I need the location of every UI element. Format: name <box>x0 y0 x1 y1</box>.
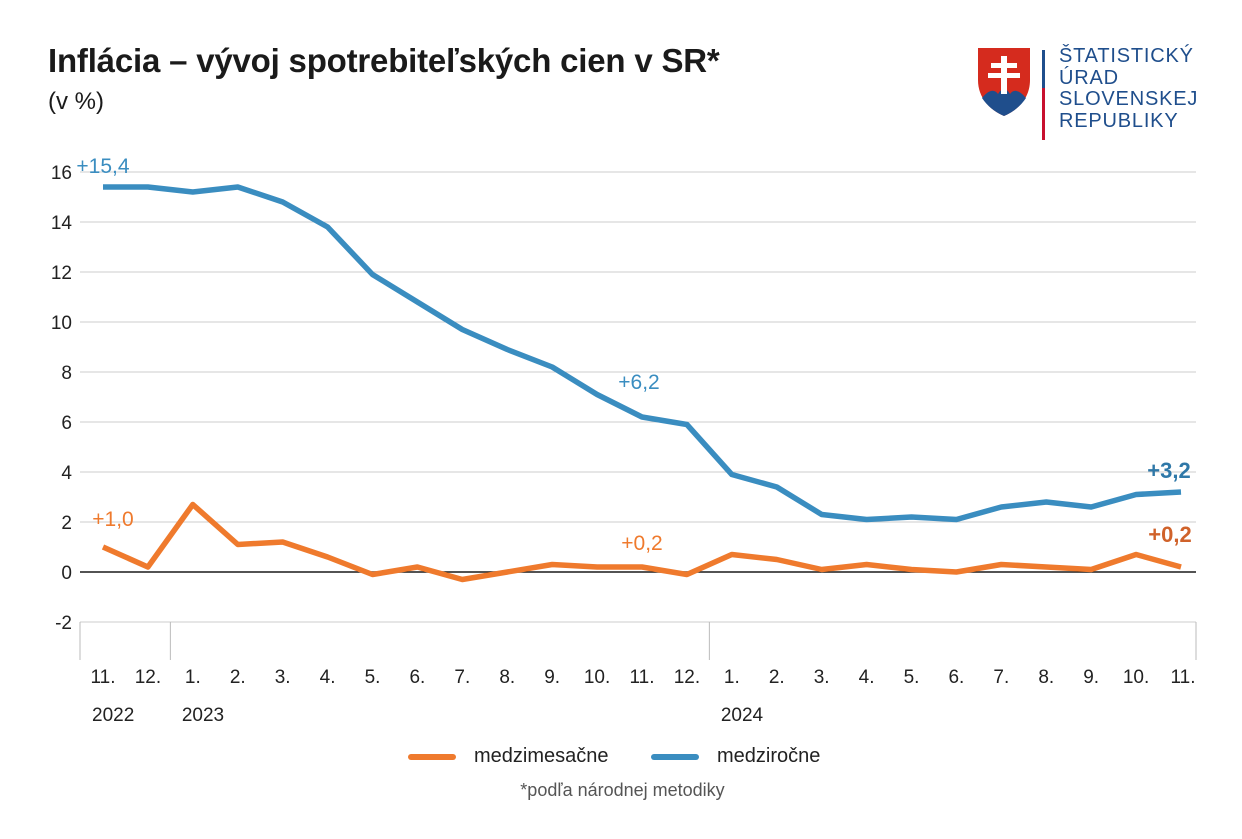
x-tick-label: 3. <box>814 667 830 688</box>
y-tick-label: 10 <box>51 313 72 334</box>
logo-text: ŠTATISTICKÝ ÚRAD SLOVENSKEJ REPUBLIKY <box>1059 45 1199 132</box>
x-tick-label: 5. <box>365 667 381 688</box>
x-year-label: 2023 <box>182 705 224 726</box>
x-tick-label: 3. <box>275 667 291 688</box>
x-tick-label: 11. <box>1170 667 1195 688</box>
x-tick-label: 2. <box>230 667 246 688</box>
statistical-office-logo: ŠTATISTICKÝ ÚRAD SLOVENSKEJ REPUBLIKY <box>974 45 1204 146</box>
y-tick-label: 8 <box>61 363 72 384</box>
x-tick-label: 4. <box>320 667 336 688</box>
x-tick-label: 9. <box>544 667 560 688</box>
x-tick-label: 6. <box>409 667 425 688</box>
logo-line: REPUBLIKY <box>1059 109 1179 132</box>
x-tick-label: 10. <box>1123 667 1149 688</box>
x-tick-label: 8. <box>499 667 515 688</box>
x-tick-label: 6. <box>948 667 964 688</box>
legend-swatch-mom <box>408 753 456 760</box>
x-tick-label: 8. <box>1038 667 1054 688</box>
chart-legend: medzimesačne medziročne <box>0 745 1242 775</box>
logo-line: SLOVENSKEJ <box>1059 88 1199 110</box>
x-tick-label: 7. <box>993 667 1009 688</box>
x-tick-label: 12. <box>135 667 161 688</box>
x-tick-label: 10. <box>584 667 610 688</box>
slovak-coat-of-arms-icon <box>978 48 1030 116</box>
series-line-yoy <box>103 184 1182 523</box>
logo-line: ÚRAD <box>1059 66 1119 89</box>
data-label-mom: +0,2 <box>621 532 662 555</box>
x-tick-label: 2. <box>769 667 785 688</box>
y-tick-label: 2 <box>61 513 72 534</box>
y-tick-label: 16 <box>51 163 72 184</box>
x-year-label: 2024 <box>721 705 764 726</box>
data-label-yoy: +15,4 <box>76 155 129 178</box>
legend-item-yoy: medziročne <box>651 745 820 768</box>
x-year-label: 2022 <box>92 705 134 726</box>
x-tick-label: 1. <box>724 667 740 688</box>
legend-swatch-yoy <box>651 753 699 760</box>
x-tick-label: 9. <box>1083 667 1099 688</box>
footnote: *podľa národnej metodiky <box>520 780 725 800</box>
x-tick-label: 11. <box>90 667 115 688</box>
data-label-yoy: +3,2 <box>1147 458 1190 483</box>
chart-unit: (v %) <box>48 88 104 115</box>
y-tick-label: 14 <box>51 213 73 234</box>
data-label-mom: +1,0 <box>92 508 133 531</box>
legend-label-mom: medzimesačne <box>474 745 609 767</box>
data-label-yoy: +6,2 <box>618 371 659 394</box>
y-tick-label: 0 <box>61 563 72 584</box>
x-tick-label: 4. <box>859 667 875 688</box>
x-tick-label: 12. <box>674 667 700 688</box>
legend-label-yoy: medziročne <box>717 745 821 767</box>
legend-item-mom: medzimesačne <box>408 745 609 768</box>
data-label-mom: +0,2 <box>1148 522 1191 547</box>
y-tick-label: 6 <box>61 413 72 434</box>
x-tick-label: 7. <box>454 667 470 688</box>
logo-divider <box>1042 50 1045 140</box>
series-line-mom <box>101 501 1182 583</box>
y-tick-label: 4 <box>61 463 72 484</box>
x-tick-label: 1. <box>185 667 201 688</box>
chart-title: Inflácia – vývoj spotrebiteľských cien v… <box>48 42 720 79</box>
logo-line: ŠTATISTICKÝ <box>1059 45 1194 67</box>
x-tick-label: 11. <box>629 667 654 688</box>
x-tick-label: 5. <box>904 667 920 688</box>
y-tick-label: -2 <box>55 613 72 634</box>
y-tick-label: 12 <box>51 263 72 284</box>
